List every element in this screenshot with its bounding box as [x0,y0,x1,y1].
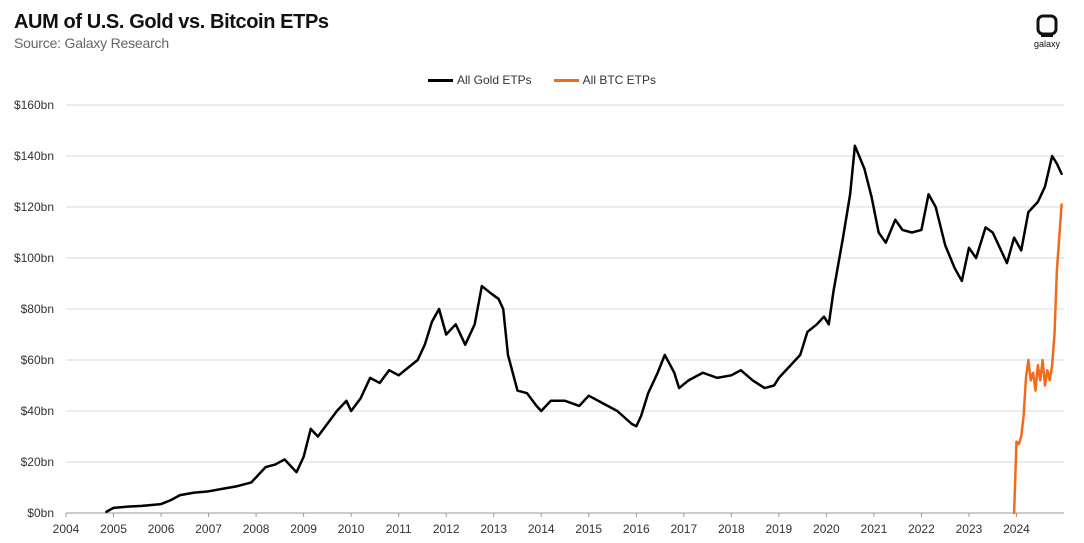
y-tick-label: $160bn [14,98,54,112]
legend-swatch-btc [553,78,579,82]
series-line-gold [105,144,1063,513]
x-tick-label: 2011 [386,522,412,536]
chart-header: AUM of U.S. Gold vs. Bitcoin ETPs Source… [14,10,914,52]
legend-label-btc: All BTC ETPs [582,73,657,87]
x-tick-label: 2023 [956,522,983,536]
series-line-btc [1012,203,1063,515]
legend-swatch-gold [427,78,453,82]
x-tick-label: 2018 [718,522,745,536]
x-tick-label: 2021 [861,522,888,536]
x-tick-label: 2020 [813,522,840,536]
x-tick-label: 2014 [528,522,555,536]
grid-layer [66,104,1064,514]
legend-item-gold: All Gold ETPs [427,73,532,87]
y-tick-label: $20bn [21,455,54,469]
galaxy-logo-text: galaxy [1033,39,1060,49]
y-tick-label: $40bn [21,404,54,418]
y-tick-label: $100bn [14,251,54,265]
x-tick-label: 2016 [623,522,650,536]
x-tick-label: 2008 [243,522,270,536]
y-tick-label: $0bn [27,506,54,520]
x-tick-label: 2013 [480,522,507,536]
x-tick-label: 2006 [148,522,175,536]
x-tick-label: 2010 [338,522,365,536]
x-tick-label: 2024 [1003,522,1030,536]
y-tick-label: $120bn [14,200,54,214]
series-layer [105,144,1063,515]
chart-legend: All Gold ETPs All BTC ETPs [0,73,1084,87]
x-tick-label: 2017 [670,522,697,536]
y-tick-label: $60bn [21,353,54,367]
x-tick-label: 2019 [766,522,793,536]
y-tick-label: $140bn [14,149,54,163]
y-tick-label: $80bn [21,302,54,316]
galaxy-logo-icon [1036,14,1058,37]
chart-title: AUM of U.S. Gold vs. Bitcoin ETPs [14,11,329,33]
chart-subtitle: Source: Galaxy Research [14,35,169,51]
x-tick-label: 2015 [575,522,602,536]
axis-layer: $0bn $20bn $40bn $60bn $80bn $100bn $120bn $140… [14,98,1030,536]
x-tick-label: 2012 [433,522,460,536]
x-tick-label: 2022 [908,522,935,536]
x-tick-label: 2005 [100,522,127,536]
legend-label-gold: All Gold ETPs [456,73,532,87]
legend-item-btc: All BTC ETPs [553,73,657,87]
galaxy-logo: galaxy [1030,14,1064,49]
x-tick-label: 2009 [290,522,317,536]
x-tick-label: 2004 [53,522,80,536]
x-tick-label: 2007 [195,522,222,536]
